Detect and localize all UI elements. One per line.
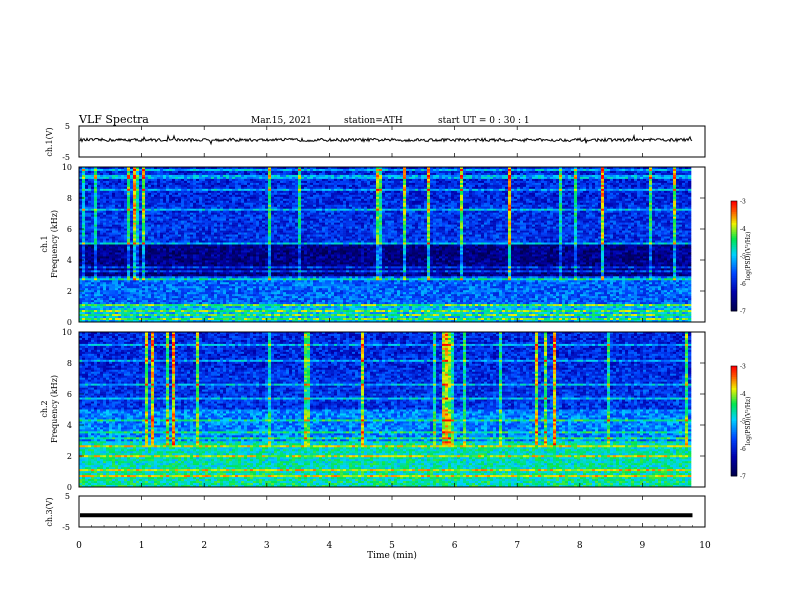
x-tick-label: 7 <box>514 541 520 551</box>
header-start-time: start UT = 0 : 30 : 1 <box>438 116 530 126</box>
ch3-waveform-ytick-bottom: -5 <box>62 523 70 532</box>
ch2-colorbar-label: log(PSD)(V²/Hz) <box>745 397 752 446</box>
header-station: station=ATH <box>344 116 403 126</box>
ch3-waveform-ytick-top: 5 <box>65 492 70 501</box>
ch1-colorbar-tick-label: -6 <box>740 281 746 288</box>
time-axis: 0 1 2 3 4 5 6 7 8 9 10 <box>76 525 711 551</box>
ch2-colorbar-tick-label: -7 <box>740 474 746 481</box>
ch3-waveform-panel: 5 -5 ch.3(V) <box>45 492 706 532</box>
ch1-waveform-series <box>79 133 693 146</box>
ch1-colorbar-tick-label: -3 <box>740 199 746 206</box>
ch1-waveform-ytick-bottom: -5 <box>62 153 70 162</box>
ch2-colorbar: -3 -4 -5 -6 -7 <box>730 364 746 481</box>
ch1-colorbar: -3 -4 -5 -6 -7 <box>730 199 746 316</box>
x-tick-label: 1 <box>139 541 145 551</box>
ch3-waveform-ylabel: ch.3(V) <box>45 497 54 526</box>
x-tick-label: 4 <box>327 541 333 551</box>
ch1-spectrogram-ytick-label: 0 <box>67 318 72 327</box>
ch1-spectrogram-ytick-label: 10 <box>62 163 72 172</box>
ch1-spectrogram-ylabel-freq: Frequency (kHz) <box>50 210 59 278</box>
ch1-spectrogram-ytick-label: 8 <box>67 194 72 203</box>
x-tick-label: 5 <box>389 541 395 551</box>
ch1-colorbar-tick-label: -4 <box>740 226 746 233</box>
ch2-colorbar-tick-label: -5 <box>740 419 746 426</box>
ch1-colorbar-tick-label: -7 <box>740 309 746 316</box>
ch2-spectrogram-ytick-label: 4 <box>67 421 72 430</box>
ch2-spectrogram-ytick-label: 2 <box>67 452 72 461</box>
x-tick-label: 3 <box>264 541 270 551</box>
header-date: Mar.15, 2021 <box>251 116 312 126</box>
ch1-colorbar-label: log(PSD)(V²/Hz) <box>745 232 752 281</box>
x-axis-label: Time (min) <box>367 550 417 561</box>
x-tick-label: 8 <box>577 541 583 551</box>
ch3-waveform-frame <box>78 495 706 528</box>
ch2-colorbar-tick-label: -4 <box>740 391 746 398</box>
ch2-spectrogram-image <box>79 332 705 488</box>
ch2-spectrogram-ytick-label: 8 <box>67 359 72 368</box>
ch2-spectrogram-ylabel-freq: Frequency (kHz) <box>50 375 59 443</box>
figure-title: VLF Spectra <box>78 113 149 126</box>
ch2-spectrogram-ytick-label: 10 <box>62 328 72 337</box>
ch1-spectrogram-ytick-label: 2 <box>67 287 72 296</box>
ch2-colorbar-tick-label: -3 <box>740 364 746 371</box>
ch1-waveform-frame <box>78 125 706 158</box>
ch2-colorbar-tick-label: -6 <box>740 446 746 453</box>
ch2-spectrogram-ylabel-channel: ch.2 <box>40 400 49 417</box>
ch1-waveform-ylabel: ch.1(V) <box>45 127 54 156</box>
ch2-spectrogram-ytick-label: 0 <box>67 483 72 492</box>
ch1-waveform-panel: 5 -5 ch.1(V) <box>45 122 706 162</box>
x-tick-label: 2 <box>201 541 207 551</box>
x-tick-label: 9 <box>640 541 646 551</box>
ch2-spectrogram-ytick-label: 6 <box>67 390 72 399</box>
ch1-spectrogram-ytick-label: 4 <box>67 256 72 265</box>
x-tick-label: 6 <box>452 541 458 551</box>
ch1-colorbar-tick-label: -5 <box>740 254 746 261</box>
ch1-waveform-ytick-top: 5 <box>65 122 70 131</box>
ch1-spectrogram-image <box>79 167 705 323</box>
ch1-spectrogram-ytick-label: 6 <box>67 225 72 234</box>
x-tick-label: 10 <box>699 541 711 551</box>
ch1-spectrogram-ylabel-channel: ch.1 <box>40 235 49 252</box>
x-tick-label: 0 <box>76 541 82 551</box>
